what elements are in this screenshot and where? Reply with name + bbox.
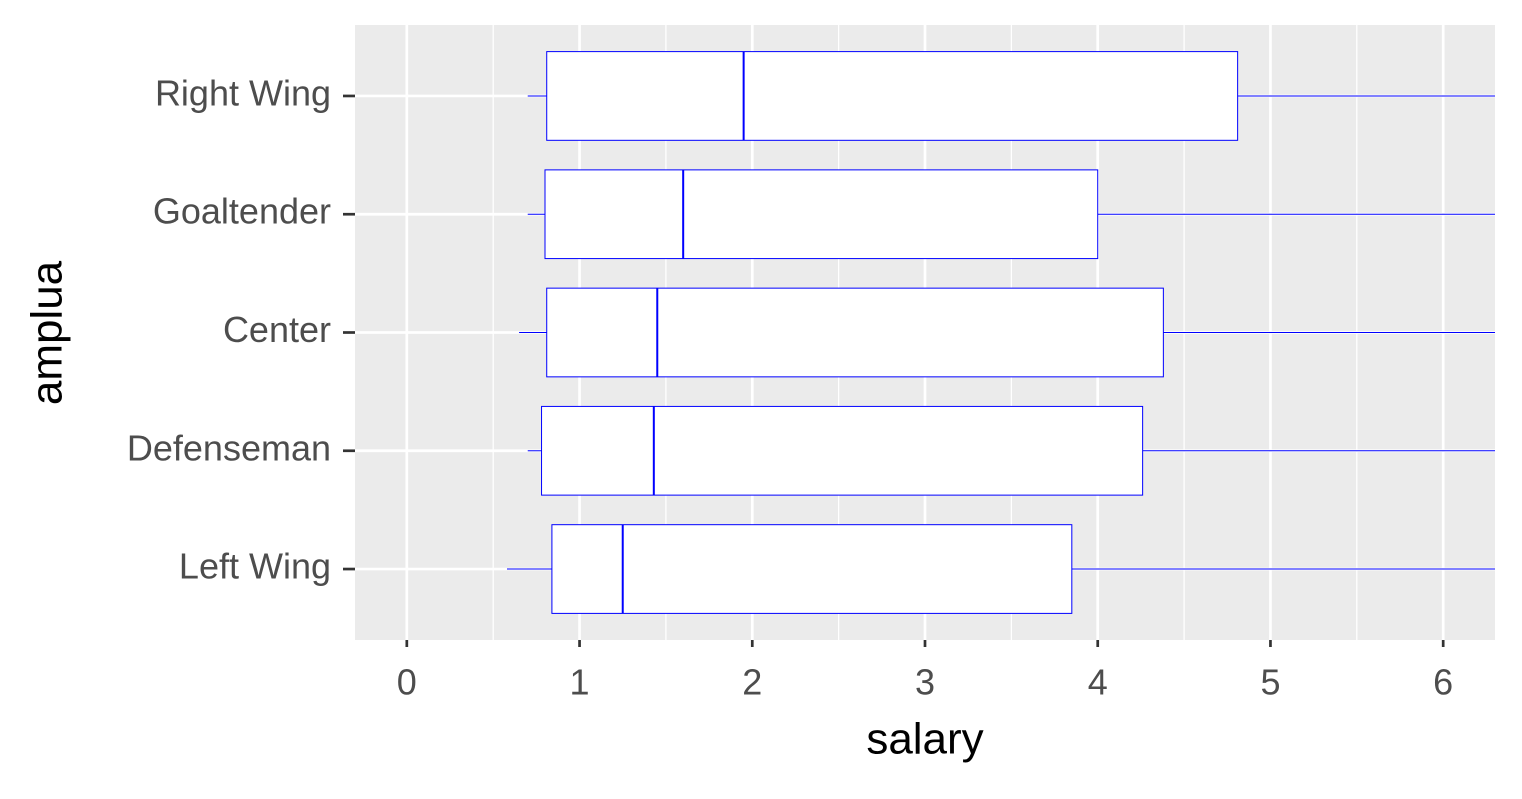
y-tick-label: Defenseman — [127, 427, 331, 468]
box — [551, 524, 1073, 614]
x-axis-title: salary — [866, 715, 983, 764]
y-tick-label: Left Wing — [179, 546, 331, 587]
box — [546, 51, 1239, 141]
box — [546, 287, 1164, 378]
box — [544, 169, 1099, 260]
y-tick-label: Right Wing — [155, 72, 331, 113]
x-tick-label: 6 — [1433, 662, 1453, 703]
axes: 0 1 2 3 4 5 6 Left Wing Defenseman Center Goaltend… — [127, 72, 1453, 702]
x-tick-label: 0 — [397, 662, 417, 703]
x-tick-label: 2 — [742, 662, 762, 703]
x-tick-label: 5 — [1260, 662, 1280, 703]
box — [541, 405, 1144, 496]
y-axis-title: amplua — [23, 260, 72, 405]
y-tick-label: Center — [223, 309, 331, 350]
x-tick-label: 4 — [1088, 662, 1108, 703]
x-tick-label: 3 — [915, 662, 935, 703]
y-tick-label: Goaltender — [153, 191, 331, 232]
marks — [507, 51, 1495, 614]
x-tick-label: 1 — [570, 662, 590, 703]
